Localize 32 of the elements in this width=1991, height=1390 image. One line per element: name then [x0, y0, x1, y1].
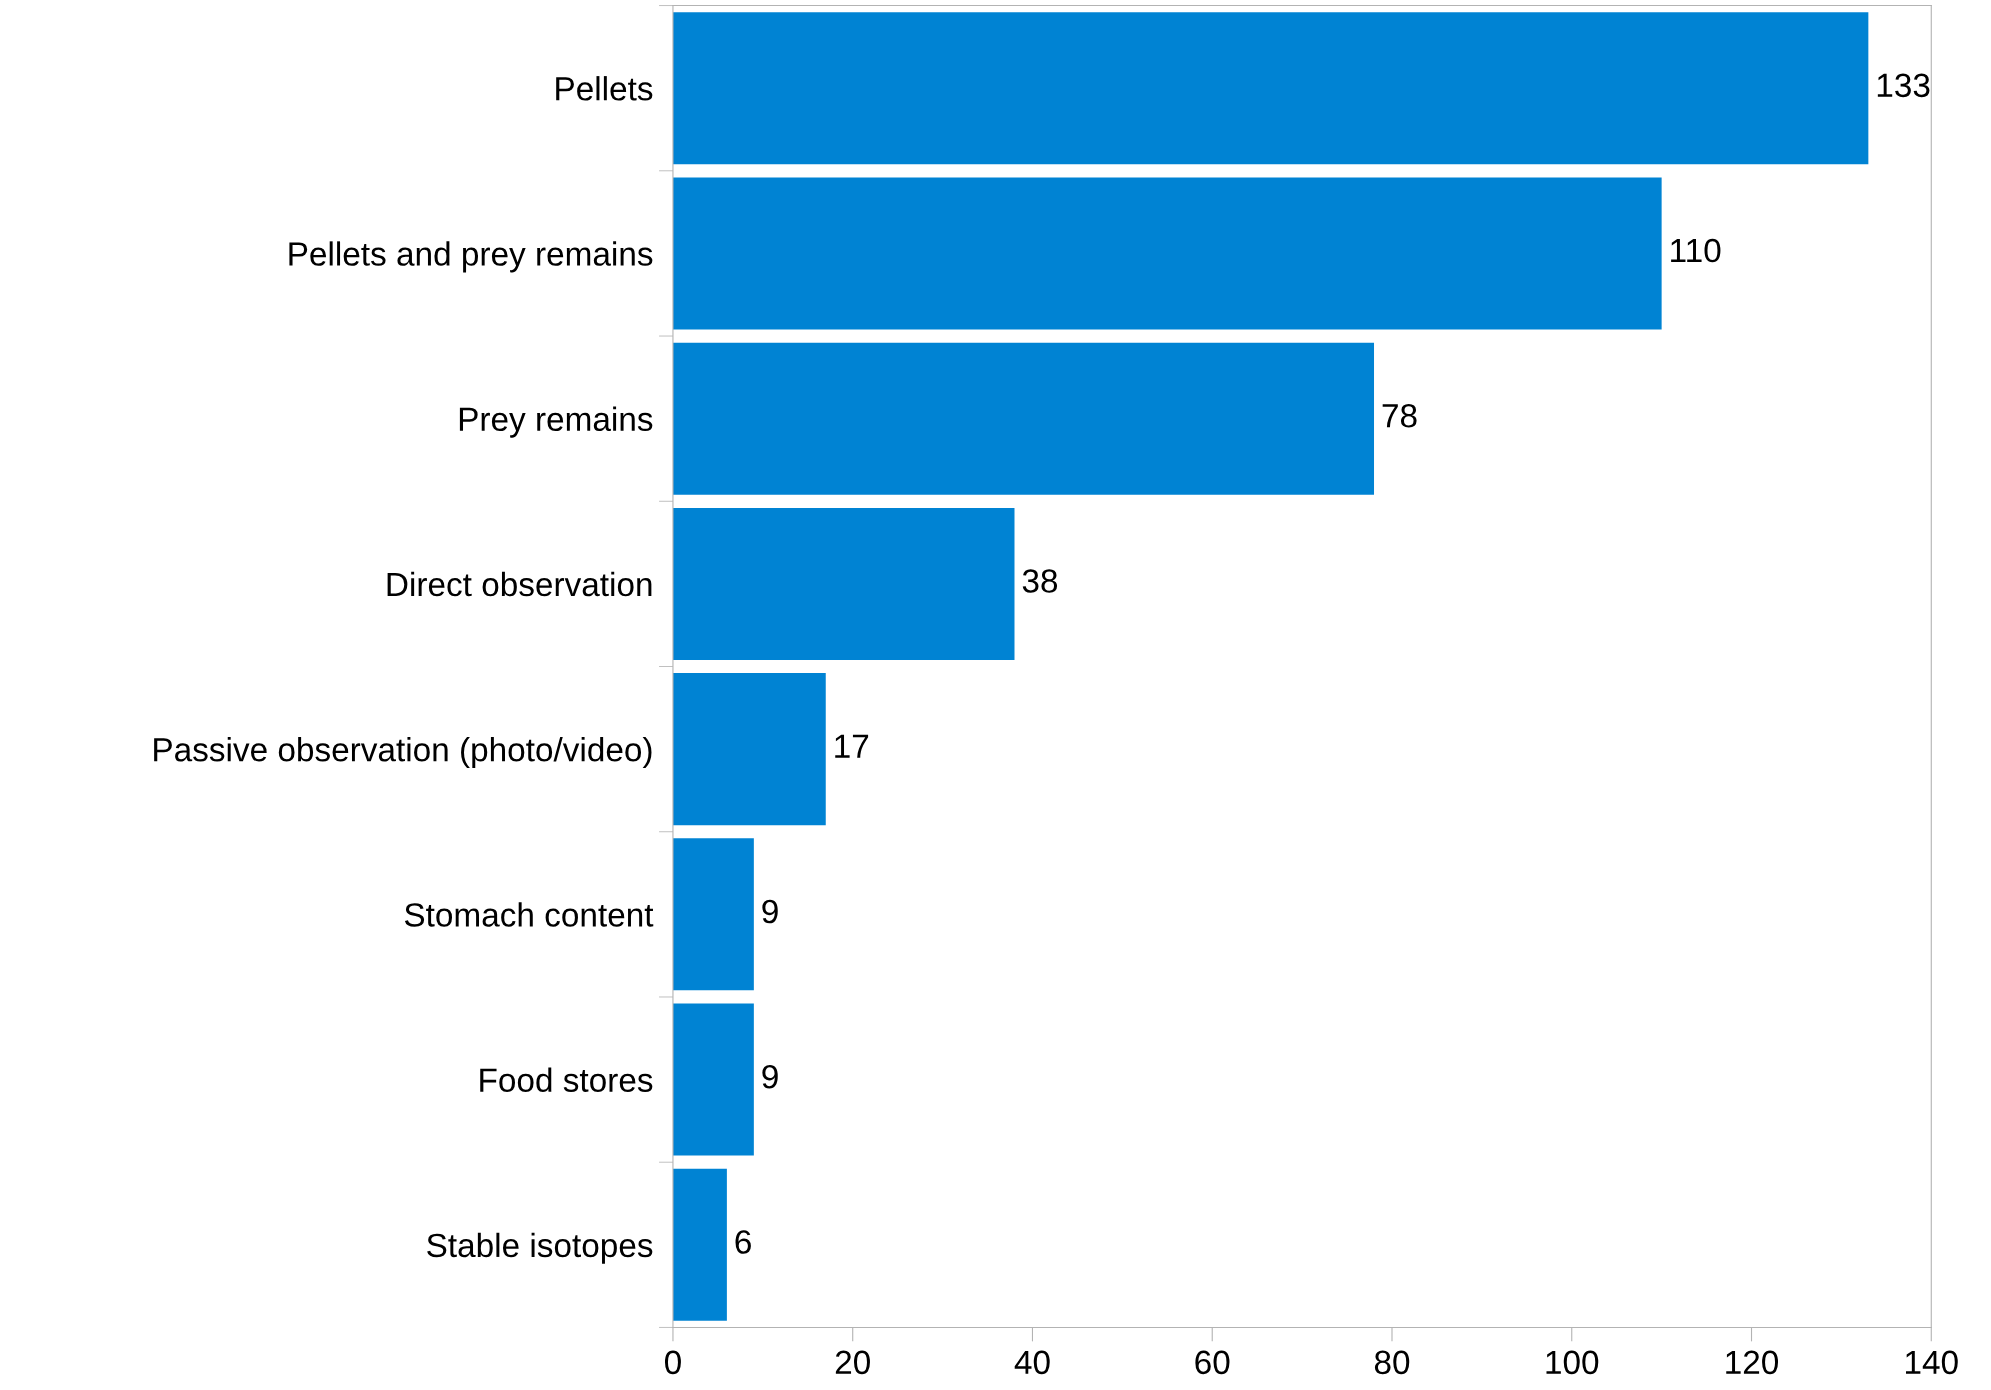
x-tick-label: 20: [835, 1350, 870, 1375]
data-label: 38: [1022, 569, 1058, 593]
bar: [672, 1003, 754, 1156]
x-tick-label: 60: [1195, 1350, 1230, 1375]
data-label: 110: [1671, 238, 1721, 263]
x-tick-label: 40: [1014, 1350, 1050, 1375]
data-label: 9: [762, 899, 778, 924]
y-tick-label: Direct observation: [387, 571, 652, 597]
bar: [672, 12, 1869, 165]
bar: [672, 1168, 727, 1321]
y-tick-label: Passive observation (photo/video): [154, 737, 652, 769]
x-tick-label: 0: [664, 1350, 681, 1375]
bar: [672, 673, 826, 826]
y-tick-label: Prey remains: [459, 406, 653, 438]
y-tick-label: Stomach content: [404, 902, 654, 927]
y-tick-label: Pellets and prey remains: [289, 241, 653, 273]
data-label: 9: [762, 1064, 778, 1089]
bar: [672, 838, 754, 991]
y-tick-label: Food stores: [480, 1067, 653, 1092]
bar: [672, 342, 1375, 495]
data-label: 17: [835, 734, 869, 758]
x-tick-label: 140: [1906, 1350, 1958, 1375]
y-tick-label: Pellets: [556, 76, 653, 101]
data-label: 6: [735, 1230, 751, 1254]
bar: [672, 507, 1015, 660]
x-tick-label: 100: [1546, 1350, 1599, 1375]
y-tick-label: Stable isotopes: [427, 1232, 653, 1264]
x-tick-label: 80: [1374, 1350, 1410, 1375]
x-tick-label: 120: [1726, 1350, 1779, 1375]
bar: [672, 177, 1662, 330]
data-label: 133: [1877, 73, 1930, 98]
data-label: 78: [1382, 403, 1417, 428]
